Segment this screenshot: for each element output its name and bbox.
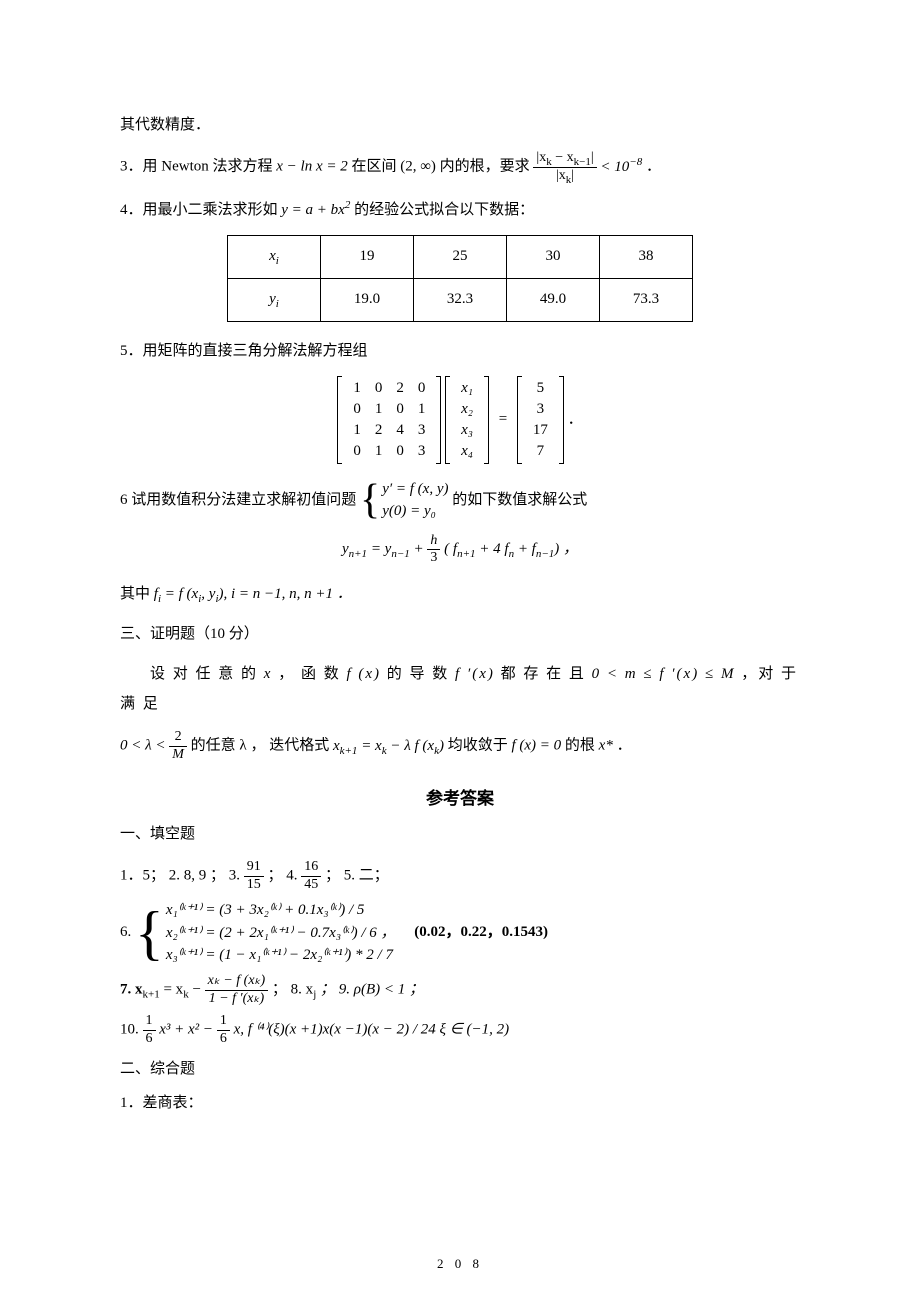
q3-equation: x − ln x = 2 [276,159,347,175]
page-number: 2 0 8 [0,1256,920,1272]
question-3: 3．用 Newton 法求方程 x − ln x = 2 在区间 (2, ∞) … [120,150,800,185]
answer-10: 10. 16 x³ + x² − 16 x, f ⁽⁴⁾(ξ)(x +1)x(x… [120,1013,800,1048]
q3-tail: < 10−8 [600,159,642,175]
answers-title: 参考答案 [120,784,800,809]
answers-section-1: 一、填空题 [120,819,800,849]
proof-line-1: 设 对 任 意 的 x ， 函 数 f (x) 的 导 数 f ′(x) 都 存… [120,659,800,719]
table-row: yi 19.0 32.3 49.0 73.3 [228,278,693,321]
data-table: xi 19 25 30 38 yi 19.0 32.3 49.0 73.3 [227,235,693,322]
section-3-title: 三、证明题（10 分） [120,619,800,649]
paragraph-top: 其代数精度． [120,110,800,140]
q6-formula: yn+1 = yn−1 + h3 ( fn+1 + 4 fn + fn−1) ， [120,533,800,568]
q3-mid: 在区间 (2, ∞) 内的根，要求 [351,159,533,175]
answers-section-2-1: 1．差商表： [120,1088,800,1118]
answers-section-2: 二、综合题 [120,1054,800,1084]
answer-7-9: 7. xk+1 = xk − xₖ − f (xₖ)1 − f ′(xₖ) ； … [120,973,800,1008]
proof-line-2: 0 < λ < 2M 的任意 λ ， 迭代格式 xk+1 = xk − λ f … [120,729,800,764]
q6-where: 其中 fi = f (xi, yi), i = n −1, n, n +1 ． [120,579,800,609]
matrix-equation: 1020 0101 1243 0103 x₁ x₂ x₃ x₄ = 5 3 17 [120,376,800,464]
q3-fraction: |xk − xk−1| |xk| [533,150,596,185]
page: 其代数精度． 3．用 Newton 法求方程 x − ln x = 2 在区间 … [0,0,920,1302]
question-5: 5．用矩阵的直接三角分解法解方程组 [120,336,800,366]
question-6: 6 试用数值积分法建立求解初值问题 { y′ = f (x, y) y(0) =… [120,478,800,523]
question-4: 4．用最小二乘法求形如 y = a + bx2 的经验公式拟合以下数据： [120,195,800,225]
q4-formula: y = a + bx2 [281,202,350,218]
ivp-system: { y′ = f (x, y) y(0) = y₀ [360,478,448,523]
answer-1-5: 1．5； 2. 8, 9 ； 3. 9115 ； 4. 1645 ； 5. 二； [120,859,800,894]
q3-prefix: 3．用 Newton 法求方程 [120,159,276,175]
answer-6: 6. { x₁⁽ᵏ⁺¹⁾ = (3 + 3x₂⁽ᵏ⁾ + 0.1x₃⁽ᵏ⁾) /… [120,899,800,967]
table-row: xi 19 25 30 38 [228,235,693,278]
